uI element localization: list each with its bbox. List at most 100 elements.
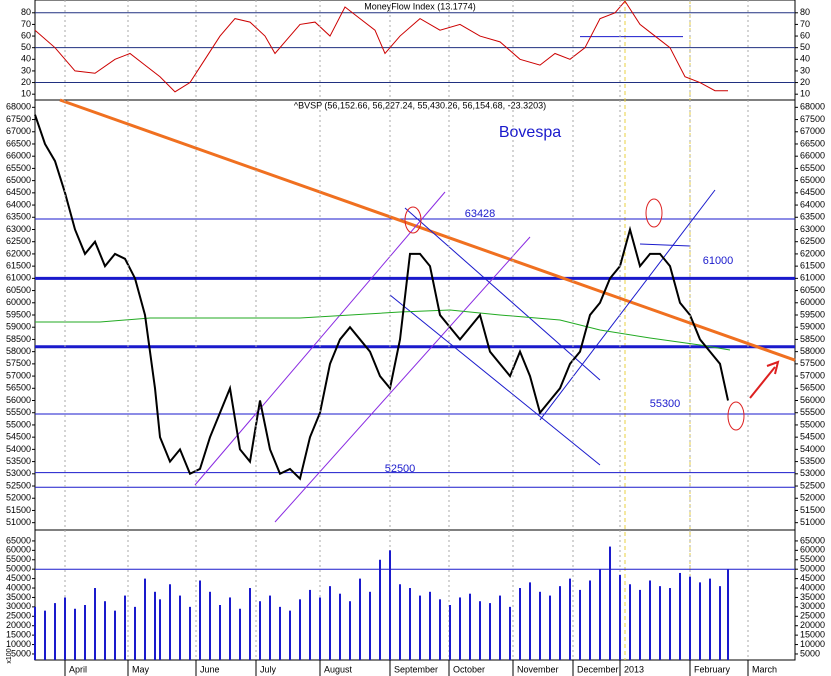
y-tick-label: 30 xyxy=(800,65,810,75)
y-tick-label: 20 xyxy=(800,77,810,87)
y-tick-label: 64500 xyxy=(6,187,31,197)
series-line xyxy=(34,0,728,93)
y-tick-label: 54500 xyxy=(800,432,825,442)
y-tick-label: 67000 xyxy=(800,126,825,136)
y-tick-label: 50000 xyxy=(800,564,825,574)
y-tick-label: 62000 xyxy=(800,248,825,258)
x-tick-label: October xyxy=(453,664,485,674)
y-tick-label: 68000 xyxy=(800,102,825,112)
y-tick-label: 61500 xyxy=(800,261,825,271)
y-tick-label: 50000 xyxy=(6,564,31,574)
x-tick-label: April xyxy=(69,664,87,674)
trend-line xyxy=(194,191,446,486)
y-tick-label: 51000 xyxy=(6,517,31,527)
y-tick-label: 60500 xyxy=(800,285,825,295)
y-tick-label: 52500 xyxy=(800,480,825,490)
y-tick-label: 60000 xyxy=(6,297,31,307)
y-tick-label: 65000 xyxy=(6,535,31,545)
level-label: 61000 xyxy=(703,255,734,267)
trend-line xyxy=(274,236,531,523)
y-tick-label: 51000 xyxy=(800,517,825,527)
y-tick-label: 10000 xyxy=(800,639,825,649)
y-tick-label: 55000 xyxy=(800,419,825,429)
y-tick-label: 20 xyxy=(21,77,31,87)
y-tick-label: 30000 xyxy=(800,601,825,611)
y-tick-label: 55000 xyxy=(6,554,31,564)
y-tick-label: 59000 xyxy=(800,322,825,332)
unit-label: x100 xyxy=(6,648,13,663)
y-tick-label: 60 xyxy=(800,30,810,40)
y-tick-label: 65500 xyxy=(6,163,31,173)
y-tick-label: 63000 xyxy=(800,224,825,234)
y-tick-label: 20000 xyxy=(800,620,825,630)
y-tick-label: 57500 xyxy=(6,358,31,368)
y-tick-label: 25000 xyxy=(800,611,825,621)
y-tick-label: 66500 xyxy=(6,138,31,148)
x-tick-label: August xyxy=(324,664,353,674)
y-tick-label: 30 xyxy=(21,65,31,75)
trend-line xyxy=(59,98,796,362)
y-tick-label: 52000 xyxy=(6,493,31,503)
level-label: 52500 xyxy=(385,463,416,475)
y-tick-label: 60000 xyxy=(6,545,31,555)
y-tick-label: 40 xyxy=(800,54,810,64)
y-tick-label: 51500 xyxy=(800,505,825,515)
price-title: Bovespa xyxy=(499,124,561,141)
y-tick-label: 10 xyxy=(21,89,31,99)
y-tick-label: 64500 xyxy=(800,187,825,197)
y-tick-label: 53000 xyxy=(6,468,31,478)
y-tick-label: 10 xyxy=(800,89,810,99)
y-tick-label: 64000 xyxy=(6,199,31,209)
trend-line xyxy=(389,294,601,466)
y-tick-label: 62500 xyxy=(800,236,825,246)
series-line xyxy=(34,114,729,481)
y-tick-label: 66000 xyxy=(800,151,825,161)
y-tick-label: 45000 xyxy=(800,573,825,583)
y-tick-label: 63500 xyxy=(6,212,31,222)
arrow xyxy=(749,366,776,399)
y-tick-label: 65000 xyxy=(800,175,825,185)
y-tick-label: 53500 xyxy=(6,456,31,466)
y-tick-label: 40 xyxy=(21,54,31,64)
highlight-circle xyxy=(404,206,422,234)
y-tick-label: 55000 xyxy=(800,554,825,564)
y-tick-label: 62500 xyxy=(6,236,31,246)
y-tick-label: 53500 xyxy=(800,456,825,466)
y-tick-label: 70 xyxy=(21,19,31,29)
y-tick-label: 60 xyxy=(21,30,31,40)
y-tick-label: 63000 xyxy=(6,224,31,234)
x-tick-label: September xyxy=(394,664,438,674)
y-tick-label: 5000 xyxy=(800,648,820,658)
price-subtitle: ^BVSP (56,152.66, 56,227.24, 55,430.26, … xyxy=(294,100,546,110)
y-tick-label: 54000 xyxy=(800,444,825,454)
y-tick-label: 59500 xyxy=(6,309,31,319)
y-tick-label: 10000 xyxy=(6,639,31,649)
x-tick-label: 2013 xyxy=(624,664,644,674)
y-tick-label: 62000 xyxy=(6,248,31,258)
level-label: 55300 xyxy=(650,398,681,410)
y-tick-label: 80 xyxy=(21,7,31,17)
y-tick-label: 54000 xyxy=(6,444,31,454)
y-tick-label: 65500 xyxy=(800,163,825,173)
y-tick-label: 67000 xyxy=(6,126,31,136)
y-tick-label: 80 xyxy=(800,7,810,17)
y-tick-label: 56500 xyxy=(800,383,825,393)
trend-line xyxy=(404,207,601,381)
y-tick-label: 5000 xyxy=(11,648,31,658)
y-tick-label: 54500 xyxy=(6,432,31,442)
y-tick-label: 64000 xyxy=(800,199,825,209)
y-tick-label: 51500 xyxy=(6,505,31,515)
y-tick-label: 57000 xyxy=(6,370,31,380)
y-tick-label: 68000 xyxy=(6,102,31,112)
y-tick-label: 60500 xyxy=(6,285,31,295)
y-tick-label: 55500 xyxy=(800,407,825,417)
y-tick-label: 56000 xyxy=(800,395,825,405)
y-tick-label: 65000 xyxy=(6,175,31,185)
y-tick-label: 15000 xyxy=(800,630,825,640)
y-tick-label: 56000 xyxy=(6,395,31,405)
y-tick-label: 35000 xyxy=(6,592,31,602)
y-tick-label: 40000 xyxy=(800,582,825,592)
x-tick-label: December xyxy=(577,664,619,674)
y-tick-label: 67500 xyxy=(6,114,31,124)
